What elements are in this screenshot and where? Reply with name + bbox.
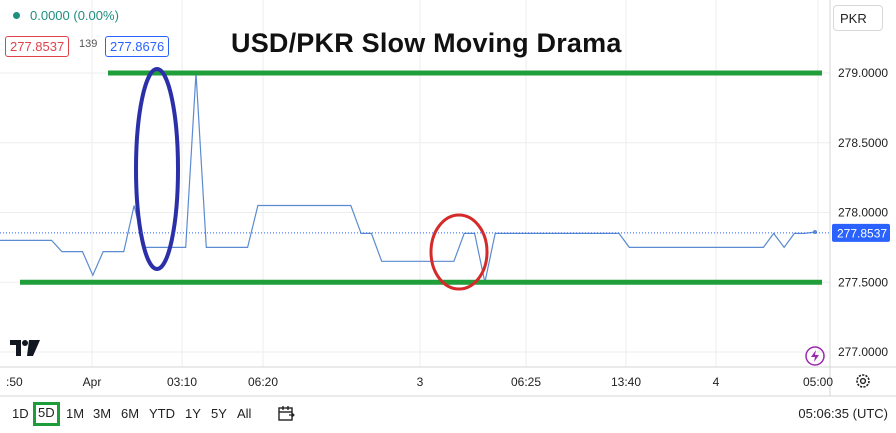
spike-annotation-ellipse	[134, 67, 180, 271]
y-tick-label: 277.0000	[838, 345, 888, 359]
series-layer	[0, 72, 817, 283]
currency-selector[interactable]: PKR	[833, 5, 883, 31]
timeframe-all[interactable]: All	[237, 406, 252, 421]
tradingview-logo-icon	[10, 340, 40, 356]
dip-annotation-ellipse	[429, 213, 489, 291]
annotation-layer	[134, 67, 489, 291]
x-tick-label: 3	[417, 375, 424, 389]
timeframe-1d[interactable]: 1D	[12, 406, 29, 421]
last-price-label: 277.8537	[837, 226, 887, 240]
y-tick-label: 277.5000	[838, 275, 888, 289]
y-tick-label: 278.5000	[838, 136, 888, 150]
timeframe-3m[interactable]: 3M	[93, 406, 112, 421]
timeframe-1m[interactable]: 1M	[66, 406, 85, 421]
price-axis[interactable]: 277.0000 277.5000 278.0000 278.5000 279.0000	[838, 66, 888, 359]
chart-title: USD/PKR Slow Moving Drama	[231, 28, 622, 58]
x-tick-label: 4	[713, 375, 720, 389]
x-tick-label: :50	[6, 375, 23, 389]
x-tick-label: 06:25	[511, 375, 541, 389]
timeframe-5d[interactable]: 5D	[33, 402, 60, 426]
support-layer	[20, 70, 822, 285]
x-tick-label: 06:20	[248, 375, 278, 389]
spread-value: 139	[79, 38, 98, 50]
x-tick-label: Apr	[83, 375, 102, 389]
utc-clock[interactable]: 05:06:35 (UTC)	[798, 406, 888, 421]
timeframe-ytd[interactable]: YTD	[149, 406, 175, 421]
timeframe-5y[interactable]: 5Y	[211, 406, 227, 421]
last-price-marker: 277.8537	[0, 223, 890, 242]
ask-price[interactable]: 277.8676	[105, 36, 170, 57]
time-axis[interactable]: :50 Apr 03:10 06:20 3 06:25 13:40 4 05:00	[6, 375, 833, 389]
y-tick-label: 278.0000	[838, 206, 888, 220]
status-dot-icon	[13, 12, 20, 19]
calendar-range-icon[interactable]	[277, 404, 295, 422]
last-point	[813, 230, 817, 235]
x-tick-label: 13:40	[611, 375, 641, 389]
last-price-badge	[832, 223, 890, 242]
x-tick-label: 05:00	[803, 375, 833, 389]
timeframe-6m[interactable]: 6M	[121, 406, 140, 421]
timeframe-1y[interactable]: 1Y	[185, 406, 201, 421]
change-value: 0.0000 (0.00%)	[30, 8, 119, 23]
bid-price[interactable]: 277.8537	[5, 36, 70, 57]
y-tick-label: 279.0000	[838, 66, 888, 80]
price-line	[0, 72, 816, 283]
x-tick-label: 03:10	[167, 375, 197, 389]
settings-gear-icon[interactable]	[855, 373, 871, 389]
lightning-icon[interactable]	[805, 346, 825, 366]
